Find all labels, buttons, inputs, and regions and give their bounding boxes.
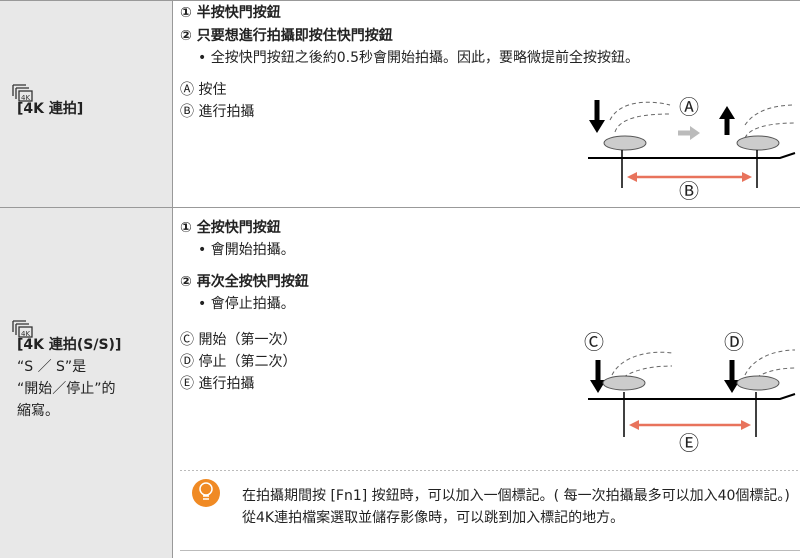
- figure-label: Ⓒ: [584, 330, 604, 354]
- figure-label: Ⓐ: [679, 95, 699, 119]
- figure-label: Ⓓ: [724, 330, 744, 354]
- mode-cell: [0, 0, 172, 558]
- mode-note: “開始／停止”的: [17, 381, 116, 397]
- mode-label: [4K 連拍(S/S)]: [17, 337, 122, 353]
- tip-icon: [192, 479, 220, 507]
- mode-label: [4K 連拍]: [17, 101, 84, 117]
- 4k-ss-icon: 4K: [12, 320, 33, 338]
- figure-2: [588, 349, 796, 437]
- legend-item: Ⓒ 開始（第一次）: [180, 332, 297, 348]
- svg-text:4K: 4K: [21, 330, 30, 338]
- figure-1: [588, 100, 796, 188]
- legend-item: Ⓓ 停止（第二次）: [180, 354, 297, 370]
- svg-text:4K: 4K: [21, 94, 30, 102]
- legend-item: Ⓐ 按住: [180, 82, 227, 98]
- legend-item: Ⓑ 進行拍攝: [180, 104, 255, 120]
- figure-label: Ⓔ: [679, 431, 699, 455]
- step: ① 半按快門按鈕: [180, 4, 281, 22]
- tip-text: 在拍攝期間按 [Fn1] 按鈕時，可以加入一個標記。( 每一次拍攝最多可以加入4…: [242, 488, 790, 526]
- legend-item: Ⓔ 進行拍攝: [180, 376, 255, 392]
- bullet: • 會開始拍攝。: [198, 242, 295, 258]
- step-text: ① 半按快門按鈕: [180, 5, 281, 21]
- step-text: ② 再次全按快門按鈕: [180, 274, 309, 290]
- mode-note: 縮寫。: [17, 403, 59, 419]
- step-text: ② 只要想進行拍攝即按住快門按鈕: [180, 28, 393, 44]
- figure-label: Ⓑ: [679, 179, 699, 203]
- step-text: ① 全按快門按鈕: [180, 220, 281, 236]
- bullet: • 全按快門按鈕之後約0.5秒會開始拍攝。因此，要略微提前全按按鈕。: [198, 50, 639, 66]
- 4k-burst-icon: 4K: [12, 84, 33, 102]
- bullet: • 會停止拍攝。: [198, 296, 295, 312]
- mode-note: “S ／ S”是: [17, 359, 87, 375]
